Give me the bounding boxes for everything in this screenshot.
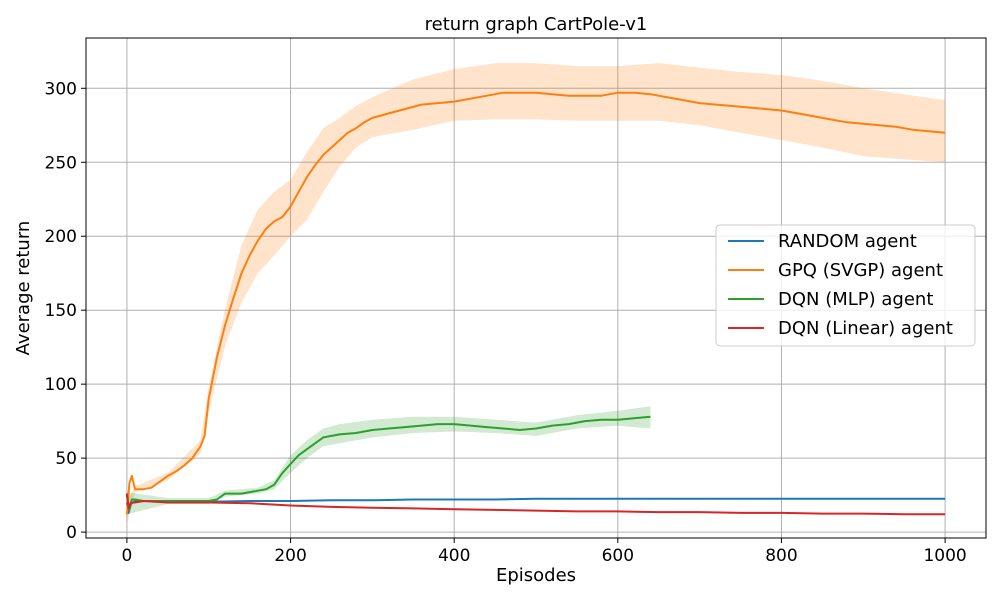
y-tick-label: 100 (45, 375, 77, 395)
y-tick-label: 200 (45, 227, 77, 247)
x-tick-label: 800 (765, 546, 797, 566)
x-tick-label: 400 (438, 546, 470, 566)
y-tick-label: 50 (55, 449, 77, 469)
legend: RANDOM agent GPQ (SVGP) agent DQN (MLP) … (715, 224, 976, 347)
confidence-bands (126, 63, 946, 525)
legend-box (715, 224, 976, 347)
legend-label-dqn-linear: DQN (Linear) agent (778, 318, 953, 339)
series-line-gpq-svgp-agent (125, 91, 946, 515)
legend-label-dqn-mlp: DQN (MLP) agent (778, 289, 933, 310)
series-line-dqn-mlp-agent (125, 415, 651, 511)
legend-label-random: RANDOM agent (778, 231, 917, 252)
plot-frame (85, 37, 987, 539)
x-tick-label: 1000 (923, 546, 966, 566)
chart-title: return graph CartPole-v1 (425, 14, 648, 35)
x-tick-label: 200 (274, 546, 306, 566)
y-axis-label: Average return (13, 221, 34, 356)
series-line-dqn-linear-agent (125, 493, 946, 516)
x-tick-label: 600 (602, 546, 634, 566)
legend-label-gpq: GPQ (SVGP) agent (778, 260, 943, 281)
y-tick-label: 250 (45, 153, 77, 173)
band-dqn-mlp-agent (126, 406, 651, 515)
y-tick-label: 150 (45, 301, 77, 321)
band-gpq-svgp-agent (126, 63, 946, 525)
series-lines (125, 91, 946, 516)
x-tick-label: 0 (121, 546, 132, 566)
y-tick-label: 0 (66, 523, 77, 543)
axis-ticks: 0 200 400 600 800 1000 0 50 100 150 200 250 300 (45, 79, 967, 566)
x-axis-label: Episodes (496, 565, 576, 586)
y-tick-label: 300 (45, 79, 77, 99)
